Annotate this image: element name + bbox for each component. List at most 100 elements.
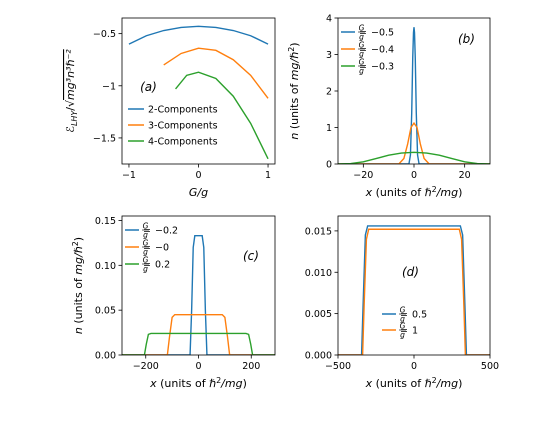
panel-label: (d): [402, 265, 419, 279]
legend-ratio-label: Gg −0.3 =: [358, 58, 394, 76]
legend: Gg 0.5 =Gg 1 =: [382, 306, 427, 340]
y-tick-label: 4: [326, 14, 332, 25]
y-tick-label: 0.000: [305, 351, 332, 362]
svg-text:0.5: 0.5: [412, 310, 427, 321]
svg-text:G: G: [400, 322, 406, 331]
legend-entry: 4-Components: [148, 137, 218, 148]
y-tick-label: 0: [326, 160, 332, 171]
x-tick-label: 0: [411, 170, 417, 181]
series-line-3: [338, 151, 490, 164]
panel-c: −200 0 200 0.00 0.05 0.10 0.15 x (units of ℏ2/m…: [71, 215, 276, 390]
svg-text:−0: −0: [155, 243, 169, 254]
svg-text:=: =: [359, 28, 367, 39]
svg-text:−0.4: −0.4: [371, 45, 394, 56]
panel-b: −20 0 20 0 1 2 3 4 x (units of ℏ2/mg) n (units of…: [287, 14, 491, 199]
svg-text:g: g: [359, 50, 364, 59]
legend-ratio-label: Gg 0.2 =: [142, 256, 170, 274]
svg-text:G: G: [359, 58, 365, 67]
x-axis-label: x (units of ℏ2/mg): [365, 185, 463, 199]
legend-ratio-label: Gg 1 =: [399, 322, 418, 340]
svg-text:−0.5: −0.5: [371, 28, 394, 39]
x-tick-label: −200: [133, 361, 159, 372]
svg-text:−0.3: −0.3: [371, 62, 394, 73]
svg-text:g: g: [143, 231, 148, 240]
x-tick-label: −1: [122, 170, 136, 181]
legend: Gg −0.5=Gg −0.4=Gg −0.3=: [341, 24, 394, 76]
y-tick-label: −1.5: [93, 133, 116, 144]
x-tick-label: 0: [411, 361, 417, 372]
y-axis-label: ℰLHY/√mg³n³ℏ⁻²: [64, 49, 79, 133]
y-tick-label: 3: [326, 50, 332, 61]
series-line-1: [122, 235, 275, 355]
svg-text:=: =: [143, 260, 151, 271]
svg-text:=: =: [359, 62, 367, 73]
svg-text:G: G: [143, 239, 149, 248]
legend-ratio-label: Gg −0.2 =: [142, 222, 178, 240]
x-tick-label: −20: [353, 170, 373, 181]
svg-text:g: g: [143, 265, 148, 274]
legend-entry: 2-Components: [148, 105, 218, 116]
y-tick-label: 2: [326, 87, 332, 98]
svg-text:−0.2: −0.2: [155, 226, 178, 237]
x-tick-label: 0: [195, 361, 201, 372]
svg-text:=: =: [143, 243, 151, 254]
series-line-2: [122, 313, 275, 355]
y-tick-label: 0.05: [95, 306, 116, 317]
y-axis-label: n (units of mg/ℏ2): [71, 237, 85, 334]
y-axis-label: n (units of mg/ℏ2): [287, 42, 301, 139]
series-line-1: [338, 27, 490, 164]
x-tick-label: 20: [459, 170, 471, 181]
svg-text:=: =: [400, 310, 408, 321]
panel-d: −500 0 500 0.000 0.005 0.010 0.015 x (units of …: [305, 215, 499, 390]
svg-text:g: g: [400, 331, 405, 340]
svg-text:g: g: [143, 248, 148, 257]
x-tick-label: 500: [481, 361, 499, 372]
svg-text:g: g: [359, 67, 364, 76]
series-line-1: [338, 225, 490, 355]
svg-text:G: G: [400, 306, 406, 315]
svg-text:=: =: [400, 326, 408, 337]
series-line-2: [338, 121, 490, 164]
x-axis-label: G/g: [189, 186, 208, 199]
svg-text:=: =: [143, 226, 151, 237]
svg-text:G: G: [359, 41, 365, 50]
svg-text:G: G: [359, 24, 365, 33]
x-tick-label: 200: [242, 361, 260, 372]
legend-ratio-label: Gg −0.4 =: [358, 41, 394, 59]
svg-text:G: G: [143, 222, 149, 231]
y-tick-label: 0.00: [95, 351, 116, 362]
series-line-3: [175, 71, 269, 160]
legend-ratio-label: Gg −0.5 =: [358, 24, 394, 42]
y-tick-label: 1: [326, 123, 332, 134]
panel-label: (a): [140, 80, 157, 94]
legend: 2-Components 3-Components 4-Components: [128, 105, 218, 148]
series-line-2: [338, 228, 490, 355]
x-tick-label: −500: [325, 361, 351, 372]
svg-text:g: g: [359, 33, 364, 42]
y-tick-label: 0.005: [305, 309, 332, 320]
panel-label: (b): [458, 32, 475, 46]
x-axis-label: x (units of ℏ2/mg): [365, 376, 463, 390]
series-line-2: [163, 47, 269, 99]
legend-ratio-label: Gg −0 =: [142, 239, 169, 257]
x-axis-label: x (units of ℏ2/mg): [149, 376, 247, 390]
svg-text:G: G: [143, 256, 149, 265]
legend-entry: 3-Components: [148, 121, 218, 132]
svg-text:0.2: 0.2: [155, 260, 170, 271]
y-tick-label: 0.010: [305, 268, 332, 279]
panel-a: −1 0 1 −1.5 −1 −0.5 G/g ℰLHY/√mg³n³ℏ⁻² (a) 2-Comp…: [64, 17, 276, 199]
x-tick-label: 1: [265, 170, 271, 181]
y-tick-label: 0.10: [95, 261, 116, 272]
x-tick-label: 0: [195, 170, 201, 181]
legend: Gg −0.2=Gg −0=Gg 0.2=: [125, 222, 178, 274]
y-tick-label: −0.5: [93, 29, 116, 40]
y-tick-label: −1: [102, 81, 116, 92]
series-line-1: [128, 25, 269, 45]
series-line-3: [122, 332, 275, 355]
panel-label: (c): [243, 249, 259, 263]
svg-text:=: =: [359, 45, 367, 56]
svg-text:1: 1: [412, 326, 418, 337]
legend-ratio-label: Gg 0.5 =: [399, 306, 427, 324]
y-tick-label: 0.015: [305, 226, 332, 237]
